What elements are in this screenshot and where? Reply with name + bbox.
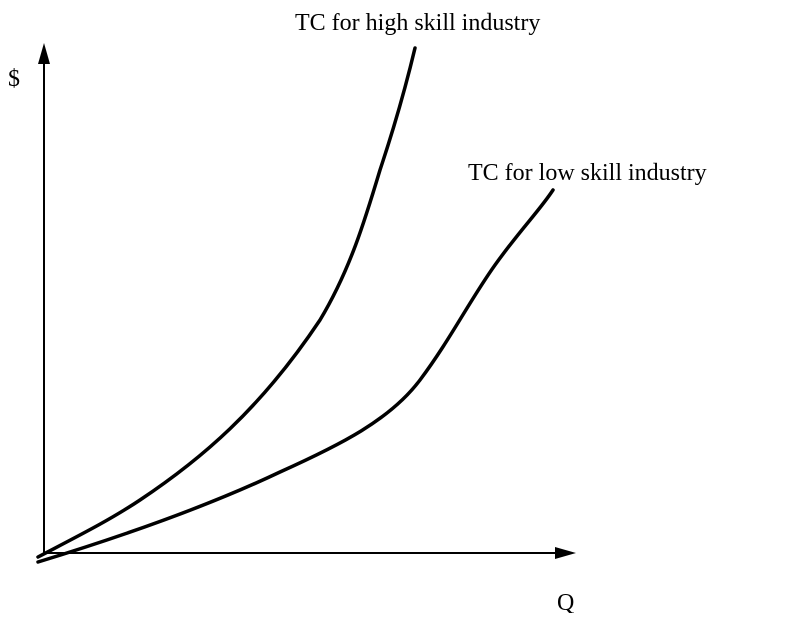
y-axis-label: $ bbox=[8, 66, 20, 92]
x-axis-arrow bbox=[555, 547, 576, 559]
low-skill-label: TC for low skill industry bbox=[468, 160, 707, 186]
low-skill-curve bbox=[36, 188, 555, 564]
high-skill-curve bbox=[36, 46, 417, 559]
x-axis-label: Q bbox=[557, 590, 574, 613]
y-axis-arrow bbox=[38, 43, 50, 64]
high-skill-label: TC for high skill industry bbox=[295, 10, 540, 36]
